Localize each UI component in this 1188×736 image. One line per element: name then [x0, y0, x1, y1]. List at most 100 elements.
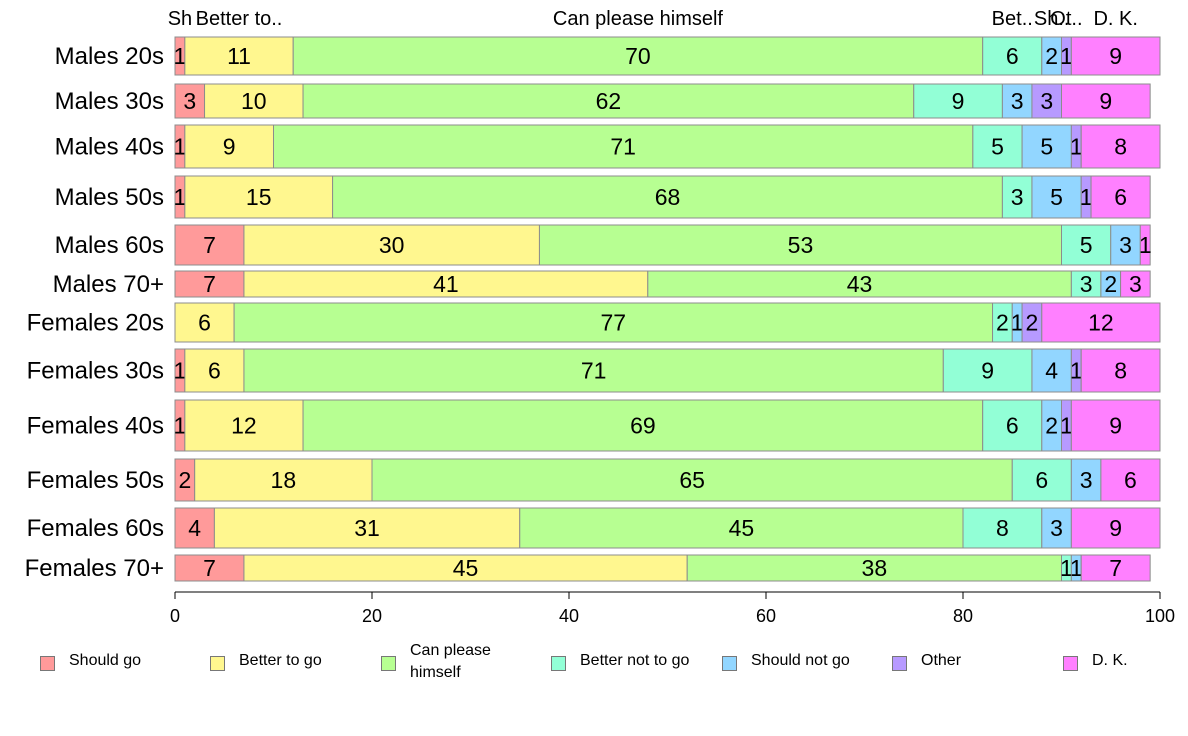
legend-swatch-dk: [1063, 656, 1078, 671]
data-label-better-not-to-go-females-20s: 2: [996, 310, 1009, 336]
bar-should-not-go-females-50s: [1070, 458, 1102, 502]
bar-can-please-himself-males-60s: [538, 224, 1062, 266]
data-label-should-not-go-females-60s: 3: [1050, 515, 1063, 541]
bar-better-to-go-females-50s: [194, 458, 373, 502]
data-label-better-to-go-males-50s: 15: [246, 184, 272, 210]
data-label-better-not-to-go-females-40s: 6: [1006, 413, 1019, 439]
data-label-can-please-himself-males-20s: 70: [625, 43, 651, 69]
data-label-should-go-males-60s: 7: [203, 232, 216, 258]
x-tick-label-100: 100: [1145, 606, 1175, 626]
data-label-should-go-males-20s: 1: [174, 43, 187, 69]
bar-better-not-to-go-males-30s: [913, 83, 1003, 119]
data-label-better-not-to-go-females-60s: 8: [996, 515, 1009, 541]
bar-d-k-females-20s: [1041, 302, 1161, 343]
bar-better-to-go-males-70: [243, 270, 649, 298]
data-label-should-go-females-60s: 4: [188, 515, 201, 541]
data-label-d-k-males-70: 3: [1129, 271, 1142, 297]
data-label-better-to-go-males-30s: 10: [241, 88, 267, 114]
data-label-better-to-go-females-70: 45: [453, 555, 479, 581]
bar-d-k-females-30s: [1080, 348, 1161, 393]
legend-swatch-better-to-go: [210, 656, 225, 671]
legend-swatch-should-go: [40, 656, 55, 671]
data-label-better-not-to-go-females-50s: 6: [1035, 467, 1048, 493]
bar-can-please-himself-males-40s: [273, 124, 974, 169]
row-label-females-60s: Females 60s: [27, 515, 164, 542]
x-tick-label-20: 20: [362, 606, 382, 626]
bar-better-to-go-males-20s: [184, 36, 294, 76]
bar-better-to-go-females-40s: [184, 399, 304, 452]
bar-better-not-to-go-males-50s: [1001, 175, 1033, 219]
bar-should-go-males-60s: [174, 224, 245, 266]
x-tick-label-60: 60: [756, 606, 776, 626]
legend-label-should-go: Should go: [69, 652, 142, 669]
row-label-males-20s: Males 20s: [55, 43, 164, 70]
bar-d-k-males-70: [1120, 270, 1151, 298]
bar-better-not-to-go-females-50s: [1011, 458, 1072, 502]
data-label-can-please-himself-males-70: 43: [847, 271, 873, 297]
top-label-can-please-himself: Can please himself: [553, 8, 724, 30]
bar-better-to-go-males-50s: [184, 175, 334, 219]
bar-can-please-himself-females-40s: [302, 399, 984, 452]
data-label-better-to-go-males-60s: 30: [379, 232, 405, 258]
data-label-can-please-himself-males-30s: 62: [596, 88, 622, 114]
data-label-should-go-males-40s: 1: [174, 134, 187, 160]
data-label-better-to-go-females-30s: 6: [208, 358, 221, 384]
x-tick-label-40: 40: [559, 606, 579, 626]
bar-d-k-females-50s: [1100, 458, 1161, 502]
row-label-males-40s: Males 40s: [55, 134, 164, 161]
bar-better-not-to-go-males-70: [1070, 270, 1102, 298]
data-label-d-k-males-50s: 6: [1114, 184, 1127, 210]
legend-item-should-go: Should go: [40, 640, 141, 672]
bar-d-k-females-40s: [1070, 399, 1161, 452]
data-label-better-not-to-go-females-70: 1: [1060, 555, 1073, 581]
legend-label-should-not-go: Should not go: [751, 652, 850, 669]
top-label-d-k: D. K.: [1093, 8, 1137, 30]
bar-better-not-to-go-females-30s: [942, 348, 1033, 393]
data-label-can-please-himself-females-60s: 45: [729, 515, 755, 541]
bar-should-go-females-60s: [174, 507, 215, 549]
data-label-should-not-go-females-50s: 3: [1080, 467, 1093, 493]
data-label-better-to-go-females-20s: 6: [198, 310, 211, 336]
bar-can-please-himself-females-60s: [519, 507, 964, 549]
x-tick-label-80: 80: [953, 606, 973, 626]
data-label-other-females-20s: 2: [1026, 310, 1039, 336]
bar-can-please-himself-males-30s: [302, 83, 915, 119]
data-label-better-not-to-go-males-30s: 9: [952, 88, 965, 114]
legend-swatch-should-not-go: [722, 656, 737, 671]
legend-swatch-better-not-to-go: [551, 656, 566, 671]
bar-d-k-females-70: [1080, 554, 1151, 582]
row-label-males-70: Males 70+: [53, 271, 164, 298]
data-label-d-k-females-70: 7: [1109, 555, 1122, 581]
bar-d-k-males-50s: [1090, 175, 1151, 219]
data-label-other-males-20s: 1: [1060, 43, 1073, 69]
data-label-other-males-50s: 1: [1080, 184, 1093, 210]
data-label-can-please-himself-females-50s: 65: [679, 467, 705, 493]
data-label-should-not-go-females-70: 1: [1070, 555, 1083, 581]
top-label-should-go: Sh: [168, 8, 192, 30]
bar-should-not-go-females-60s: [1041, 507, 1072, 549]
data-label-other-males-40s: 1: [1070, 134, 1083, 160]
data-label-should-not-go-females-40s: 2: [1045, 413, 1058, 439]
data-label-d-k-females-50s: 6: [1124, 467, 1137, 493]
bar-better-to-go-females-30s: [184, 348, 245, 393]
data-label-other-females-30s: 1: [1070, 358, 1083, 384]
data-label-should-not-go-males-30s: 3: [1011, 88, 1024, 114]
data-label-better-not-to-go-males-20s: 6: [1006, 43, 1019, 69]
data-label-d-k-females-30s: 8: [1114, 358, 1127, 384]
bar-should-not-go-males-40s: [1021, 124, 1072, 169]
legend-label-can-please-himself: Can please himself: [410, 642, 491, 681]
chart-legend: Should go Better to go Can please himsel…: [0, 640, 1188, 700]
data-label-better-to-go-males-20s: 11: [227, 43, 251, 69]
legend-label-better-to-go: Better to go: [239, 652, 322, 669]
data-label-should-go-males-50s: 1: [174, 184, 187, 210]
data-label-better-not-to-go-males-70: 3: [1080, 271, 1093, 297]
data-label-should-go-females-70: 7: [203, 555, 216, 581]
bar-d-k-males-30s: [1061, 83, 1151, 119]
bar-better-not-to-go-males-60s: [1061, 224, 1112, 266]
data-label-can-please-himself-females-20s: 77: [601, 310, 627, 336]
bar-better-not-to-go-males-40s: [972, 124, 1023, 169]
data-label-should-not-go-males-40s: 5: [1040, 134, 1053, 160]
data-label-can-please-himself-females-70: 38: [862, 555, 888, 581]
data-label-d-k-males-60s: 1: [1139, 232, 1152, 258]
bar-can-please-himself-females-50s: [371, 458, 1013, 502]
